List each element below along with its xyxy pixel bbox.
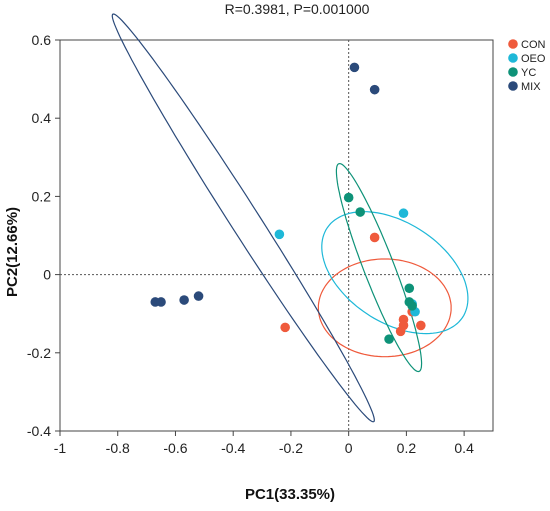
point-con [398, 320, 409, 331]
ellipse-con [317, 258, 452, 358]
y-tick-label: 0 [43, 267, 51, 283]
x-tick-label: 0 [345, 440, 353, 456]
y-tick-label: -0.4 [27, 423, 51, 439]
point-con [416, 320, 426, 331]
plot-frame [59, 39, 494, 432]
ellipse-oeo [321, 211, 469, 335]
y-tick-label: -0.2 [27, 345, 51, 361]
legend-label-mix: MIX [521, 81, 541, 93]
point-yc [343, 192, 354, 203]
data-points [150, 62, 426, 344]
point-yc [407, 301, 417, 311]
legend-marker-oeo [508, 53, 518, 63]
point-mix [349, 62, 360, 73]
y-tick-label: 0.4 [32, 110, 52, 126]
x-axis-label: PC1(33.35%) [245, 486, 335, 503]
legend-label-oeo: OEO [521, 53, 546, 65]
legend-marker-yc [508, 67, 518, 77]
point-mix [179, 295, 189, 305]
legend-label-yc: YC [521, 67, 536, 79]
y-axis-label: PC2(12.66%) [4, 207, 21, 297]
point-yc [384, 334, 394, 344]
point-yc [355, 207, 366, 217]
x-tick-label: -0.6 [163, 440, 187, 456]
point-mix [193, 291, 204, 301]
point-yc [404, 283, 415, 294]
x-tick-label: -1 [54, 440, 67, 456]
chart-title: R=0.3981, P=0.001000 [225, 1, 370, 17]
x-tick-label: -0.8 [106, 440, 130, 456]
legend-label-con: CON [521, 39, 546, 51]
axis-ticks: -1 -0.8 -0.6 -0.4 -0.2 0 0.2 0.4 0.6 0.4 0.2 0 -0.2 -… [27, 32, 474, 456]
point-mix [369, 84, 380, 95]
x-tick-label: -0.2 [279, 440, 303, 456]
x-tick-label: 0.4 [454, 440, 474, 456]
point-con [280, 322, 290, 333]
legend-marker-mix [508, 81, 518, 91]
x-tick-label: 0.2 [397, 440, 417, 456]
legend: CON OEO YC MIX [508, 39, 546, 93]
point-oeo [398, 208, 409, 219]
ellipse-mix [111, 13, 375, 423]
y-tick-label: 0.2 [32, 188, 52, 204]
legend-marker-con [508, 39, 518, 49]
confidence-ellipses [111, 13, 469, 423]
point-mix [156, 297, 166, 307]
point-oeo [274, 229, 285, 240]
y-tick-label: 0.6 [32, 32, 52, 48]
x-tick-label: -0.4 [221, 440, 245, 456]
point-con [369, 232, 380, 243]
